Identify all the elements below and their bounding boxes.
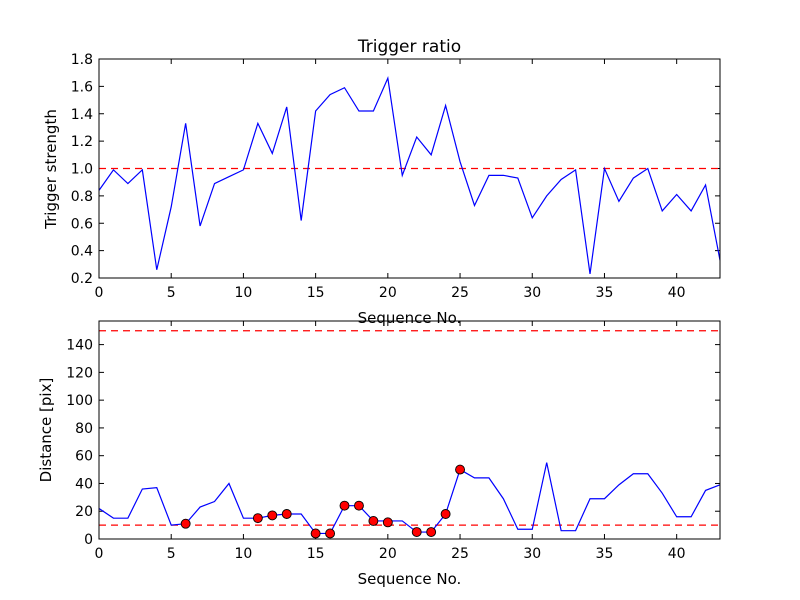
data-point-marker [325,528,336,539]
chart-title: Trigger ratio [357,37,461,57]
x-tick-label: 15 [307,285,325,301]
y-tick-label: 0.2 [71,271,93,287]
series-line [98,76,721,274]
series-line [98,462,721,535]
x-tick-label: 30 [523,285,541,301]
y-tick-label: 60 [75,449,93,465]
data-point-marker [180,518,191,529]
y-tick-label: 0 [84,532,93,548]
y-tick-label: 120 [66,365,93,381]
x-tick-label: 10 [235,546,253,562]
y-tick-label: 0.8 [71,189,93,205]
y-tick-label: 40 [75,476,93,492]
y-tick-label: 0.4 [71,244,93,260]
y-tick-label: 1.0 [71,162,93,178]
data-point-marker [426,527,437,538]
x-tick-label: 10 [235,285,253,301]
data-point-marker [368,515,379,526]
y-tick-label: 20 [75,504,93,520]
x-tick-label: 15 [307,546,325,562]
data-point-marker [252,513,263,524]
y-tick-label: 0.6 [71,216,93,232]
x-tick-label: 0 [95,285,104,301]
x-tick-label: 30 [523,546,541,562]
y-axis-label: Trigger strength [42,109,60,230]
y-tick-label: 100 [66,393,93,409]
x-axis-label: Sequence No. [358,309,462,327]
x-tick-label: 35 [596,546,614,562]
y-tick-label: 80 [75,421,93,437]
data-point-marker [455,464,465,475]
data-point-marker [440,509,451,519]
data-series [98,462,721,535]
y-tick-label: 1.4 [71,107,93,123]
x-tick-label: 40 [668,546,686,562]
data-point-marker [411,527,422,538]
y-tick-label: 1.8 [71,52,93,68]
x-axis-label: Sequence No. [358,570,462,588]
data-point-marker [382,517,393,528]
data-point-marker [339,500,350,511]
trigger-ratio-plot: Trigger ratio Sequence No. Trigger stren… [42,37,721,327]
axis-ticks: 0 5 10 15 20 25 30 35 40 0 20 40 60 80 100 120 140 [66,321,720,562]
x-tick-label: 35 [596,285,614,301]
data-markers [180,464,465,539]
y-tick-label: 1.6 [71,79,93,95]
plot-frame [98,320,721,540]
x-tick-label: 25 [451,546,469,562]
x-tick-label: 40 [668,285,686,301]
y-tick-label: 1.2 [71,134,93,150]
distance-plot: Sequence No. Distance [pix] 0 5 10 15 20 25 30… [37,320,721,588]
x-tick-label: 25 [451,285,469,301]
data-series [98,76,721,274]
x-tick-label: 0 [95,546,104,562]
data-point-marker [267,510,278,521]
x-tick-label: 5 [167,546,176,562]
axis-ticks: 0 5 10 15 20 25 30 35 40 0.2 0.4 0.6 0.8 1.0 1.2 1.4 1.6… [71,52,720,301]
data-point-marker [310,528,321,539]
x-tick-label: 5 [167,285,176,301]
data-point-marker [281,509,292,519]
data-point-marker [354,500,364,511]
x-tick-label: 20 [379,546,397,562]
reference-lines [99,330,720,526]
x-tick-label: 20 [379,285,397,301]
y-tick-label: 140 [66,338,93,354]
plot-frame [98,58,721,279]
y-axis-label: Distance [pix] [37,378,55,483]
